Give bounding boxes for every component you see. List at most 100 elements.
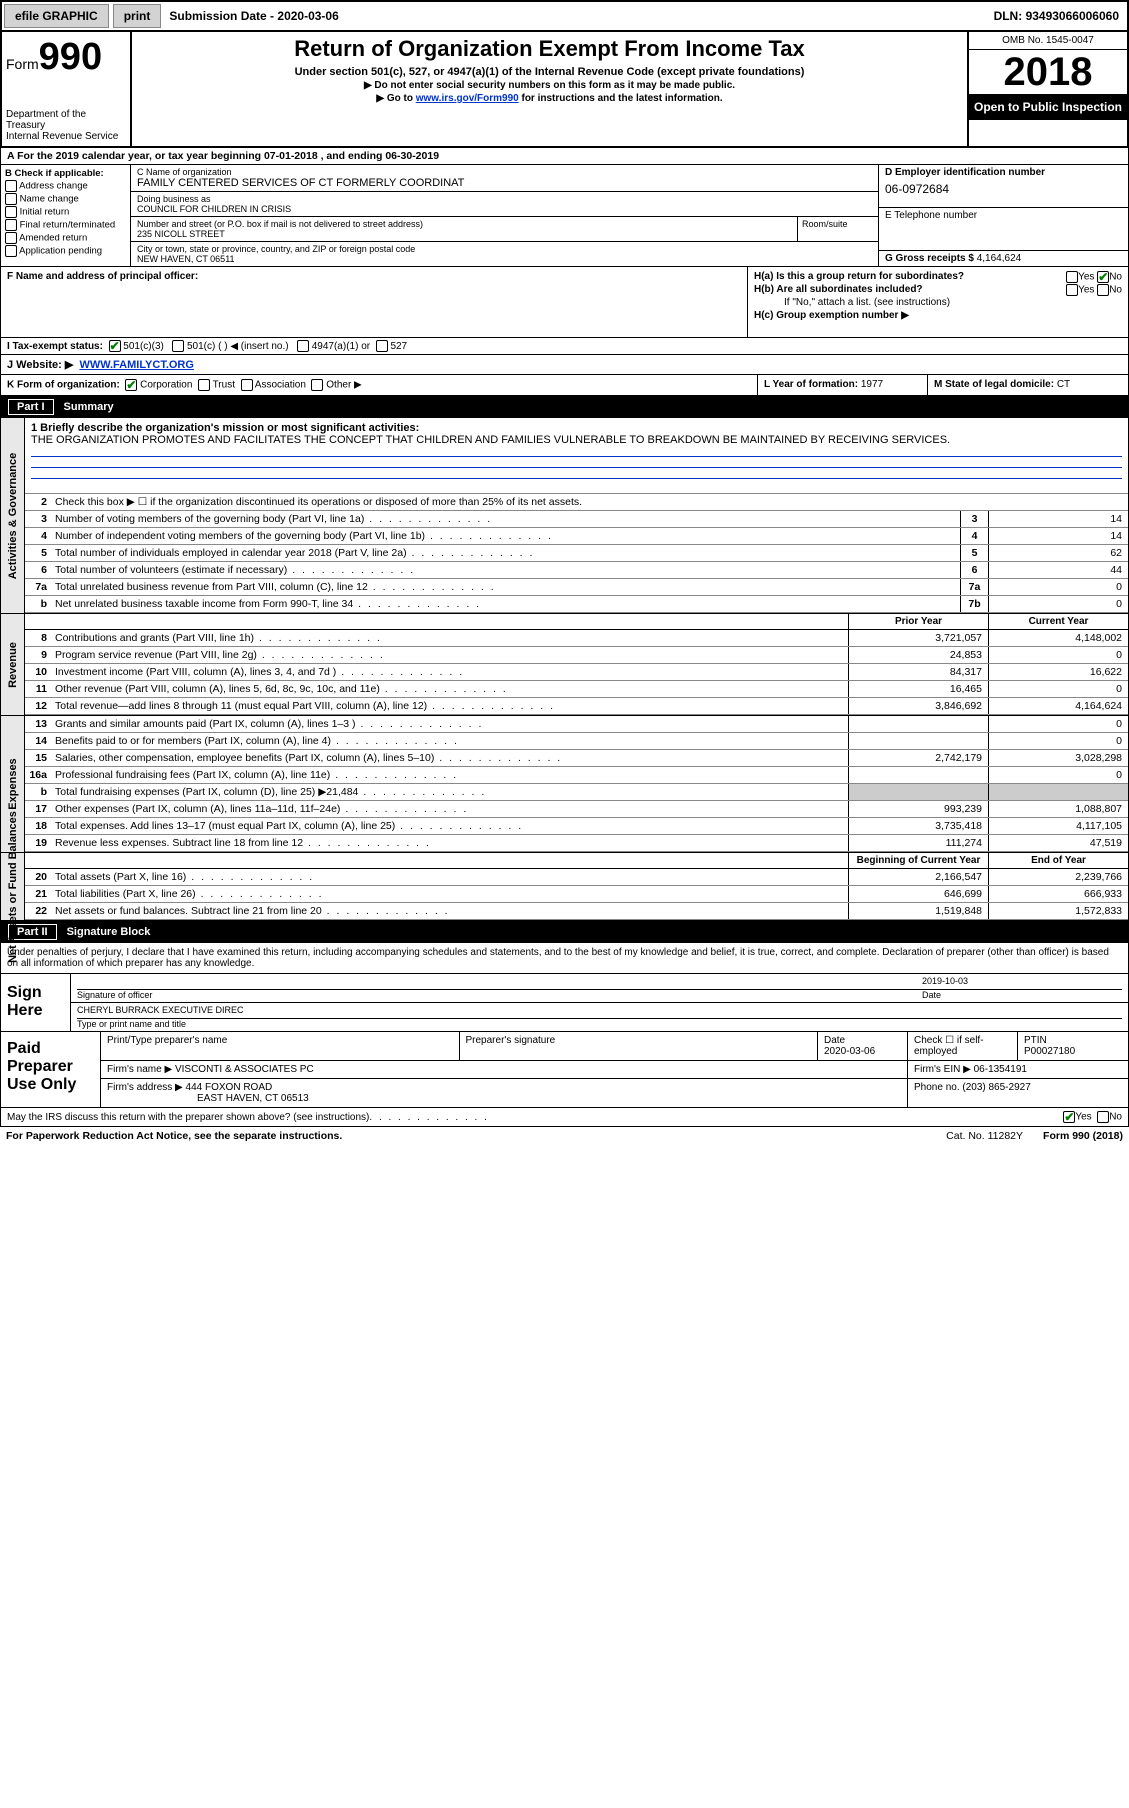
side-label-net-assets: Net Assets or Fund Balances xyxy=(7,811,19,963)
section-cde: C Name of organization FAMILY CENTERED S… xyxy=(131,165,1128,266)
section-b: B Check if applicable: Address change Na… xyxy=(1,165,131,266)
year-formation: L Year of formation: 1977 xyxy=(758,375,928,395)
chk-501c3[interactable] xyxy=(109,340,121,352)
gov-line-5: 5Total number of individuals employed in… xyxy=(25,545,1128,562)
exp-line-14: 14Benefits paid to or for members (Part … xyxy=(25,733,1128,750)
website-row: J Website: ▶ WWW.FAMILYCT.ORG xyxy=(0,355,1129,375)
line-2: 2 Check this box ▶ ☐ if the organization… xyxy=(25,494,1128,511)
form-title: Return of Organization Exempt From Incom… xyxy=(140,36,959,62)
rev-line-8: 8Contributions and grants (Part VIII, li… xyxy=(25,630,1128,647)
prep-sig-label: Preparer's signature xyxy=(460,1032,819,1060)
chk-final-return[interactable]: Final return/terminated xyxy=(5,219,126,231)
form-header: Form990 Department of the Treasury Inter… xyxy=(0,32,1129,148)
exp-line-17: 17Other expenses (Part IX, column (A), l… xyxy=(25,801,1128,818)
org-name-cell: C Name of organization FAMILY CENTERED S… xyxy=(131,165,878,192)
header-right: OMB No. 1545-0047 2018 Open to Public In… xyxy=(967,32,1127,146)
exp-line-b: bTotal fundraising expenses (Part IX, co… xyxy=(25,784,1128,801)
chk-amended[interactable]: Amended return xyxy=(5,232,126,244)
chk-4947[interactable] xyxy=(297,340,309,352)
perjury-statement: Under penalties of perjury, I declare th… xyxy=(0,943,1129,974)
group-return-block: H(a) Is this a group return for subordin… xyxy=(748,267,1128,337)
sign-here-block: Sign Here Signature of officer 2019-10-0… xyxy=(0,974,1129,1032)
firm-ein: Firm's EIN ▶ 06-1354191 xyxy=(908,1061,1128,1078)
firm-phone: Phone no. (203) 865-2927 xyxy=(908,1079,1128,1107)
paid-preparer-label: Paid Preparer Use Only xyxy=(1,1032,101,1107)
rev-line-11: 11Other revenue (Part VIII, column (A), … xyxy=(25,681,1128,698)
chk-address-change[interactable]: Address change xyxy=(5,180,126,192)
note-ssn: ▶ Do not enter social security numbers o… xyxy=(140,80,959,91)
omb-number: OMB No. 1545-0047 xyxy=(969,32,1127,50)
rev-line-10: 10Investment income (Part VIII, column (… xyxy=(25,664,1128,681)
form-subtitle: Under section 501(c), 527, or 4947(a)(1)… xyxy=(140,66,959,78)
rev-line-12: 12Total revenue—add lines 8 through 11 (… xyxy=(25,698,1128,715)
activities-governance: Activities & Governance 1 Briefly descri… xyxy=(0,418,1129,614)
irs-link[interactable]: www.irs.gov/Form990 xyxy=(416,93,519,104)
chk-501c[interactable] xyxy=(172,340,184,352)
exp-line-13: 13Grants and similar amounts paid (Part … xyxy=(25,716,1128,733)
firm-address: Firm's address ▶ 444 FOXON ROAD EAST HAV… xyxy=(101,1079,908,1107)
ein-cell: D Employer identification number 06-0972… xyxy=(879,165,1128,208)
form-of-org: K Form of organization: Corporation Trus… xyxy=(1,375,758,395)
expenses-section: Expenses 13Grants and similar amounts pa… xyxy=(0,716,1129,853)
officer-sign-date: 2019-10-03 xyxy=(922,976,1122,990)
net-line-22: 22Net assets or fund balances. Subtract … xyxy=(25,903,1128,920)
dept-treasury: Department of the Treasury xyxy=(6,109,126,131)
mission-block: 1 Briefly describe the organization's mi… xyxy=(25,418,1128,494)
discuss-no[interactable] xyxy=(1097,1111,1109,1123)
self-employed-check[interactable]: Check ☐ if self-employed xyxy=(908,1032,1018,1060)
exp-line-18: 18Total expenses. Add lines 13–17 (must … xyxy=(25,818,1128,835)
revenue-section: Revenue Prior Year Current Year 8Contrib… xyxy=(0,614,1129,716)
chk-name-change[interactable]: Name change xyxy=(5,193,126,205)
gov-line-b: bNet unrelated business taxable income f… xyxy=(25,596,1128,613)
side-label-revenue: Revenue xyxy=(7,642,19,688)
row-a-tax-year: A For the 2019 calendar year, or tax yea… xyxy=(0,148,1129,165)
f-h-row: F Name and address of principal officer:… xyxy=(0,267,1129,338)
chk-association[interactable] xyxy=(241,379,253,391)
chk-other[interactable] xyxy=(311,379,323,391)
identity-block: B Check if applicable: Address change Na… xyxy=(0,165,1129,267)
irs-label: Internal Revenue Service xyxy=(6,131,126,142)
discuss-yes[interactable] xyxy=(1063,1111,1075,1123)
ptin-cell: PTINP00027180 xyxy=(1018,1032,1128,1060)
form-id-block: Form990 Department of the Treasury Inter… xyxy=(2,32,132,146)
part-ii-header: Part II Signature Block xyxy=(0,921,1129,943)
sign-here-label: Sign Here xyxy=(1,974,71,1031)
prep-name-label: Print/Type preparer's name xyxy=(101,1032,460,1060)
street-cell: Number and street (or P.O. box if mail i… xyxy=(131,217,798,241)
gov-line-3: 3Number of voting members of the governi… xyxy=(25,511,1128,528)
gov-line-7a: 7aTotal unrelated business revenue from … xyxy=(25,579,1128,596)
firm-name: Firm's name ▶ VISCONTI & ASSOCIATES PC xyxy=(101,1061,908,1078)
rev-line-9: 9Program service revenue (Part VIII, lin… xyxy=(25,647,1128,664)
begin-end-header: Beginning of Current Year End of Year xyxy=(25,853,1128,869)
chk-initial-return[interactable]: Initial return xyxy=(5,206,126,218)
form-title-block: Return of Organization Exempt From Incom… xyxy=(132,32,967,146)
klm-row: K Form of organization: Corporation Trus… xyxy=(0,375,1129,396)
chk-527[interactable] xyxy=(376,340,388,352)
dba-cell: Doing business as COUNCIL FOR CHILDREN I… xyxy=(131,192,878,217)
gross-receipts: G Gross receipts $ 4,164,624 xyxy=(879,251,1128,266)
state-domicile: M State of legal domicile: CT xyxy=(928,375,1128,395)
exp-line-15: 15Salaries, other compensation, employee… xyxy=(25,750,1128,767)
sig-officer-label: Signature of officer xyxy=(77,990,152,1000)
gov-line-4: 4Number of independent voting members of… xyxy=(25,528,1128,545)
note-link: ▶ Go to www.irs.gov/Form990 for instruct… xyxy=(140,93,959,104)
paid-preparer-block: Paid Preparer Use Only Print/Type prepar… xyxy=(0,1032,1129,1108)
chk-app-pending[interactable]: Application pending xyxy=(5,245,126,257)
tax-exempt-status: I Tax-exempt status: 501(c)(3) 501(c) ( … xyxy=(0,338,1129,355)
officer-name: CHERYL BURRACK EXECUTIVE DIREC xyxy=(77,1005,1122,1019)
net-assets-section: Net Assets or Fund Balances Beginning of… xyxy=(0,853,1129,921)
print-button[interactable]: print xyxy=(113,4,162,28)
page-footer: For Paperwork Reduction Act Notice, see … xyxy=(0,1127,1129,1145)
chk-corporation[interactable] xyxy=(125,379,137,391)
efile-button[interactable]: efile GRAPHIC xyxy=(4,4,109,28)
gov-line-6: 6Total number of volunteers (estimate if… xyxy=(25,562,1128,579)
dln: DLN: 93493066006060 xyxy=(994,9,1127,23)
discuss-row: May the IRS discuss this return with the… xyxy=(0,1108,1129,1127)
top-bar: efile GRAPHIC print Submission Date - 20… xyxy=(0,0,1129,32)
part-i-header: Part I Summary xyxy=(0,396,1129,418)
website-link[interactable]: WWW.FAMILYCT.ORG xyxy=(79,359,193,371)
chk-trust[interactable] xyxy=(198,379,210,391)
submission-label: Submission Date - 2020-03-06 xyxy=(163,9,344,23)
principal-officer: F Name and address of principal officer: xyxy=(1,267,748,337)
room-cell: Room/suite xyxy=(798,217,878,241)
